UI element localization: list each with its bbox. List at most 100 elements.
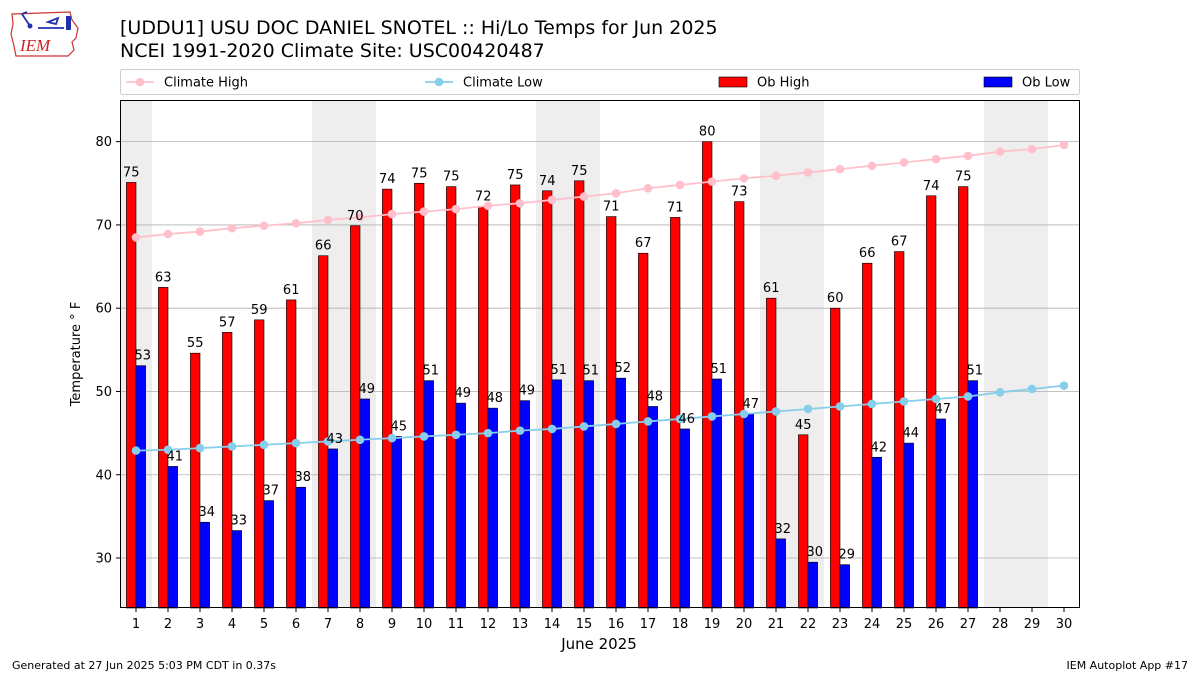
x-tick-label: 23 — [832, 617, 849, 632]
ob-low-bar — [327, 448, 338, 609]
climate-high-point — [835, 164, 845, 174]
ob-high-value-label: 70 — [347, 209, 364, 224]
ob-high-value-label: 63 — [155, 270, 172, 285]
ob-high-value-label: 61 — [283, 283, 300, 298]
ob-low-value-label: 33 — [231, 514, 248, 529]
ob-high-bar — [286, 299, 297, 609]
climate-high-point — [195, 227, 205, 236]
climate-low-point — [259, 440, 269, 450]
ob-high-value-label: 72 — [475, 190, 492, 205]
legend-climate-low-label: Climate Low — [463, 76, 543, 91]
y-tick-label: 50 — [95, 385, 112, 400]
climate-low-point — [675, 414, 685, 424]
ob-high-value-label: 66 — [315, 239, 332, 254]
ob-high-value-label: 55 — [187, 336, 204, 351]
x-tick-label: 12 — [480, 617, 497, 632]
ob-low-bar — [487, 407, 498, 609]
ob-low-value-label: 49 — [455, 386, 472, 401]
ob-low-bar — [583, 380, 594, 609]
climate-low-point — [931, 394, 941, 404]
legend-climate-high-label: Climate High — [164, 76, 248, 91]
climate-high-point — [675, 180, 685, 190]
climate-low-point — [195, 443, 205, 453]
x-tick-label: 16 — [608, 617, 625, 632]
ob-high-bar — [542, 190, 553, 609]
x-tick-label: 30 — [1056, 617, 1073, 632]
iem-logo: IEM — [10, 11, 79, 57]
ob-high-bar — [574, 180, 585, 609]
ob-low-bar — [231, 530, 242, 609]
x-tick-label: 25 — [896, 617, 913, 632]
ob-high-bar — [190, 352, 201, 609]
x-tick-label: 5 — [260, 617, 268, 632]
climate-low-point — [611, 419, 621, 429]
ob-high-value-label: 75 — [411, 166, 428, 181]
climate-high-line — [135, 144, 1065, 239]
ob-high-value-label: 74 — [923, 179, 940, 194]
ob-low-value-label: 48 — [487, 391, 504, 406]
x-axis-label: June 2025 — [560, 635, 637, 653]
climate-low-point — [451, 430, 461, 440]
ob-low-bar — [295, 486, 306, 609]
x-tick-label: 20 — [736, 617, 753, 632]
ob-low-bar — [551, 379, 562, 609]
generated-timestamp: Generated at 27 Jun 2025 5:03 PM CDT in … — [12, 659, 277, 672]
ob-low-bar — [967, 380, 978, 609]
ob-low-value-label: 48 — [647, 389, 664, 404]
ob-low-value-label: 51 — [967, 364, 984, 379]
ob-high-value-label: 59 — [251, 303, 268, 318]
legend-ob-high-swatch — [718, 76, 748, 88]
ob-low-value-label: 41 — [167, 449, 184, 464]
ob-low-value-label: 47 — [935, 402, 952, 417]
ob-low-value-label: 38 — [295, 470, 312, 485]
x-tick-label: 27 — [960, 617, 977, 632]
legend-ob-high-label: Ob High — [757, 76, 810, 91]
climate-high-point — [579, 192, 589, 201]
ob-high-value-label: 74 — [539, 174, 556, 189]
climate-high-point — [643, 183, 653, 193]
climate-low-point — [643, 417, 653, 426]
ob-low-bar — [743, 413, 754, 609]
legend: Climate High Climate Low Ob High Ob Low — [126, 76, 1071, 91]
climate-high-point — [515, 198, 525, 208]
legend-climate-high-marker — [135, 77, 145, 87]
ob-high-value-label: 74 — [379, 172, 396, 187]
climate-low-point — [131, 446, 141, 455]
ob-high-bar — [382, 188, 393, 609]
climate-high-point — [323, 215, 333, 225]
ob-low-value-label: 37 — [263, 484, 280, 499]
climate-low-point — [547, 424, 557, 434]
ob-high-value-label: 60 — [827, 291, 844, 306]
climate-high-point — [1027, 144, 1037, 154]
ob-high-bar — [638, 252, 649, 609]
legend-box — [120, 69, 1080, 95]
ob-high-bar — [254, 319, 265, 609]
ob-low-bar — [775, 538, 786, 609]
climate-high-point — [291, 218, 301, 228]
legend-ob-low-label: Ob Low — [1022, 76, 1071, 91]
x-tick-label: 24 — [864, 617, 881, 632]
y-tick-label: 30 — [95, 552, 112, 567]
climate-high-point — [1059, 140, 1069, 150]
climate-low-point — [387, 433, 397, 443]
climate-low-point — [739, 409, 749, 419]
climate-low-point — [995, 388, 1005, 397]
climate-low-point — [867, 399, 877, 409]
ob-high-value-label: 57 — [219, 315, 236, 330]
ob-low-value-label: 46 — [679, 412, 696, 427]
x-tick-label: 6 — [292, 617, 300, 632]
y-tick-label: 40 — [95, 468, 112, 483]
climate-low-point — [579, 422, 589, 431]
ob-low-bar — [935, 418, 946, 609]
ob-high-bar — [798, 434, 809, 609]
app-credit: IEM Autoplot App #17 — [1066, 659, 1189, 672]
ob-low-bar — [839, 564, 850, 609]
ob-low-bar — [135, 365, 146, 609]
ob-low-value-label: 32 — [775, 522, 792, 537]
climate-high-point — [611, 188, 621, 198]
x-tick-label: 22 — [800, 617, 817, 632]
climate-low-point — [835, 402, 845, 411]
ob-low-bar — [423, 380, 434, 609]
ob-high-bar — [830, 307, 841, 609]
x-tick-label: 9 — [388, 617, 396, 632]
